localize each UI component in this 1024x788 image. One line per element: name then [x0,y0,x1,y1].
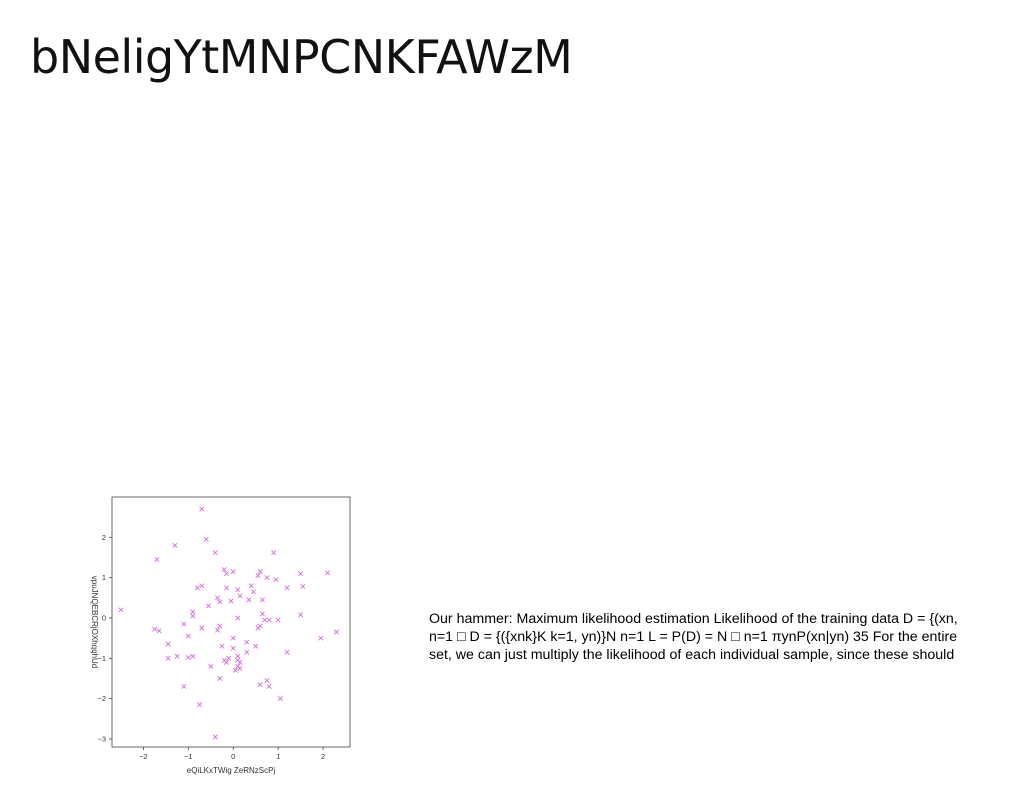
data-point [174,653,180,659]
y-axis-label: vpuJNQEBCRjOXhqqhUd [90,576,99,668]
data-point [217,599,223,605]
data-point [190,613,196,619]
data-point [275,617,281,623]
data-point [237,659,243,665]
data-point [300,583,306,590]
data-point [226,655,232,661]
data-point [237,593,243,599]
data-point [206,603,212,609]
x-tick-label: 2 [321,752,325,761]
data-point [190,609,196,615]
data-point [185,633,191,639]
data-point [244,649,250,655]
data-point [298,612,304,618]
data-point [197,702,203,708]
data-point [325,570,331,576]
y-tick-label: −3 [97,734,106,743]
data-point [244,639,250,645]
x-axis-label: eQiLKxTWig ZeRNzScPj [187,766,276,775]
slide-title: bNeligYtMNPCNKFAWzM [30,30,573,84]
data-point [152,626,158,632]
data-point [235,653,241,659]
data-point [194,585,200,591]
data-point [172,542,178,548]
data-point [199,625,205,631]
data-point [154,556,160,563]
data-points [118,506,340,740]
data-point [253,643,259,649]
data-point [181,621,187,627]
plot-frame [111,496,351,748]
data-point [212,734,218,740]
data-point [334,629,340,635]
data-point [118,607,124,613]
data-point [232,667,239,673]
data-point [230,635,236,641]
body-text: Our hammer: Maximum likelihood estimatio… [429,610,1024,664]
data-point [250,589,256,595]
data-point [257,623,263,629]
data-point [212,550,218,556]
x-tick-label: 0 [231,752,235,761]
data-point [264,677,270,683]
data-point [284,649,290,655]
data-point [221,567,227,573]
x-tick-label: −2 [139,752,148,761]
data-point [277,696,283,702]
data-point [165,655,171,661]
data-point [223,659,230,665]
x-tick-label: 1 [276,752,280,761]
data-point [203,536,209,542]
data-point [208,663,214,669]
data-point [223,571,230,577]
scatter-plot-figure: −2 −1 0 1 2 −3 −2 −1 0 1 2 eQiLKxTWig ZeRNzScPj vp… [84,490,360,780]
axis-ticks: −2 −1 0 1 2 −3 −2 −1 0 1 2 [97,533,325,761]
data-point [259,611,265,617]
data-point [262,617,268,623]
y-tick-label: −2 [97,694,106,703]
data-point [318,635,324,641]
x-tick-label: −1 [184,752,193,761]
data-point [257,681,263,688]
data-point [228,598,234,604]
y-tick-label: 2 [102,533,106,542]
data-point [255,573,261,579]
data-point [199,506,205,512]
data-point [230,569,236,575]
body-text-line: n=1 □ D = {({xnk}K k=1, yn)}N n=1 L = P(… [429,629,958,645]
y-tick-label: 0 [102,613,106,622]
data-point [271,550,277,556]
data-point [237,665,243,671]
data-point [264,575,270,581]
data-point [248,583,254,589]
data-point [259,597,265,603]
y-tick-label: 1 [102,573,106,582]
data-point [219,643,225,649]
data-point [273,577,279,583]
data-point [235,587,241,593]
body-text-line: Our hammer: Maximum likelihood estimatio… [429,611,958,627]
data-point [217,675,223,681]
body-text-line: set, we can just multiply the likelihood… [429,647,955,663]
data-point [230,645,236,651]
data-point [284,585,290,591]
data-point [165,641,171,647]
data-point [190,653,196,659]
data-point [215,595,221,601]
data-point [246,597,252,603]
data-point [223,585,230,591]
scatter-plot: −2 −1 0 1 2 −3 −2 −1 0 1 2 eQiLKxTWig ZeRNzScPj vp… [90,496,351,775]
data-point [257,569,263,575]
data-point [235,615,241,621]
data-point [199,583,205,589]
data-point [215,627,221,633]
data-point [185,654,191,661]
data-point [266,683,272,690]
data-point [181,683,187,690]
data-point [298,571,304,577]
data-point [266,617,272,623]
y-tick-label: −1 [97,654,106,663]
data-point [217,623,223,629]
data-point [156,628,162,634]
